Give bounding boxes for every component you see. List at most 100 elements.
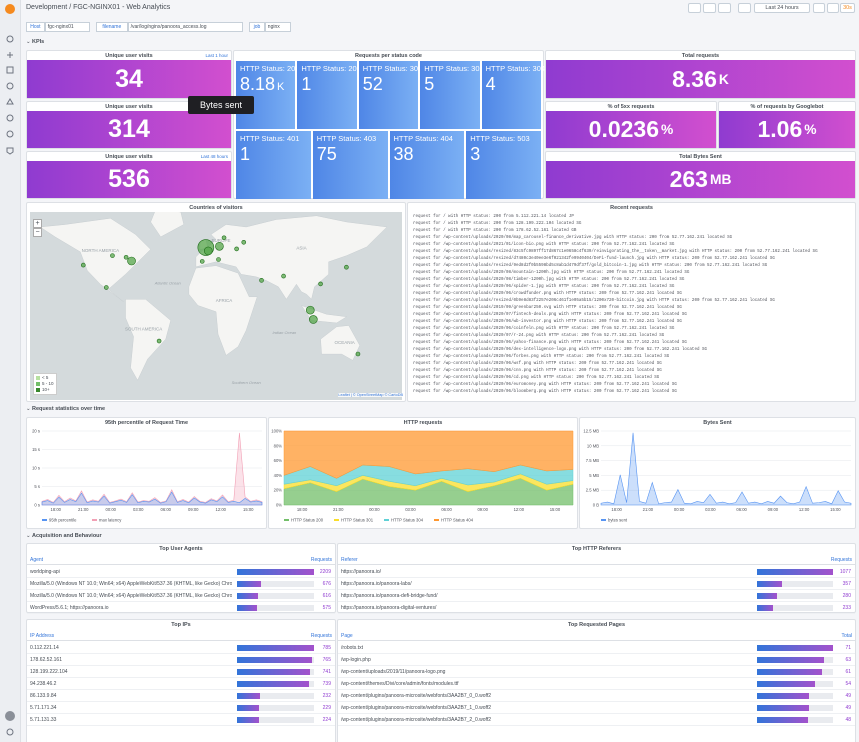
status-value-row: 52	[363, 74, 383, 95]
section-title[interactable]: KPIs	[32, 39, 45, 45]
time-series-chart: 0 B 2.5 MB 5 MB 7.5 MB 10 MB 12.5 MB 18:00 21:0…	[583, 429, 852, 523]
create-icon[interactable]	[7, 52, 13, 58]
log-line: request for /wp-content/uploads/resized/…	[413, 299, 775, 303]
y-tick-label: 7.5 MB	[586, 458, 599, 463]
section-title[interactable]: Request statistics over time	[32, 406, 106, 412]
table-cell: 94.238.46.2	[30, 681, 57, 687]
explore-icon[interactable]	[6, 82, 14, 90]
landmass	[39, 217, 152, 302]
stat-unit: %	[804, 122, 817, 137]
dashboards-icon[interactable]	[6, 66, 14, 74]
server-admin-icon[interactable]	[6, 130, 14, 138]
landmass	[150, 212, 185, 238]
y-tick-label: 100%	[271, 429, 282, 434]
variable-value[interactable]: nginx	[264, 22, 291, 32]
status-value-row: 3	[470, 144, 480, 165]
legend-swatch	[92, 519, 97, 521]
map-label: SOUTH AMERICA	[125, 326, 162, 331]
status-label: HTTP Status: 206	[301, 64, 361, 73]
log-line: request for / with HTTP status: 200 from…	[413, 229, 577, 233]
x-tick-label: 00:00	[369, 507, 380, 512]
status-tile: HTTP Status: 206 1	[297, 61, 361, 129]
value-bar	[237, 657, 313, 663]
save-button[interactable]	[703, 3, 716, 13]
y-tick-label: 5 MB	[589, 473, 599, 478]
y-tick-label: 0 s	[34, 503, 40, 508]
value-bar	[237, 569, 314, 575]
logo[interactable]	[5, 4, 15, 14]
table-value: 575	[322, 605, 331, 611]
column-header: Requests	[830, 557, 852, 563]
table-value: 676	[322, 581, 331, 587]
time-range-picker[interactable]: Last 24 hours	[754, 3, 810, 13]
value-bar	[757, 569, 833, 575]
shield-icon[interactable]	[6, 147, 14, 155]
stat-panel: % of requests by Googlebot 1.06%	[718, 101, 856, 149]
help-icon[interactable]	[6, 728, 14, 736]
row-rule	[27, 665, 335, 666]
stat-body: 314	[27, 111, 231, 148]
search-icon[interactable]	[6, 35, 14, 43]
value-bar	[757, 581, 783, 587]
column-header: Total	[841, 633, 852, 639]
panel-title: Top User Agents	[159, 546, 203, 552]
log-line: request for /wp-content/uploads/2020/06/…	[413, 355, 670, 359]
header-rule	[338, 640, 855, 641]
y-tick-label: 40%	[274, 473, 283, 478]
table-panel: Top User Agents Agent Requests worldping-ap…	[26, 543, 336, 614]
config-icon[interactable]	[6, 114, 14, 122]
visitor-marker	[110, 253, 115, 258]
unique-visits-panel: Unique user visits Last 1 hour 34	[26, 50, 232, 99]
map-label: AFRICA	[216, 298, 233, 303]
refresh-button[interactable]	[827, 3, 839, 13]
x-tick-label: 06:00	[161, 507, 172, 512]
variable-value[interactable]: /var/log/nginx/panoora_access.log	[127, 22, 244, 32]
tv-button[interactable]	[738, 3, 751, 13]
log-line: request for /wp-content/uploads/2020/07/…	[413, 334, 665, 338]
legend-label: HTTP Status 301	[341, 518, 374, 523]
value-bar	[237, 705, 260, 711]
x-tick-label: 06:00	[441, 507, 452, 512]
y-tick-label: 2.5 MB	[586, 488, 599, 493]
row-rule	[338, 725, 855, 726]
legend-label: HTTP Status 200	[291, 518, 324, 523]
x-tick-label: 00:00	[106, 507, 117, 512]
avatar[interactable]	[5, 711, 15, 721]
bar-track	[757, 605, 833, 611]
row-rule	[27, 601, 335, 602]
x-tick-label: 09:00	[477, 507, 488, 512]
zoom-out-button[interactable]	[813, 3, 825, 13]
status-value-row: 5	[424, 74, 434, 95]
legend-swatch	[284, 519, 289, 521]
table-value: 61	[845, 669, 851, 675]
log-line: request for /wp-content/uploads/2020/06/…	[413, 376, 660, 380]
y-tick-label: 60%	[274, 458, 283, 463]
section-title[interactable]: Acquisition and Behaviour	[32, 533, 102, 539]
table-value: 280	[842, 593, 851, 599]
row-rule	[27, 713, 335, 714]
x-tick-label: 12:00	[216, 507, 227, 512]
recent-requests-panel: Recent requests request for / with HTTP s…	[407, 202, 856, 402]
variable-value[interactable]: fgc-nginx01	[44, 22, 90, 32]
stat-body: 263 MB	[546, 161, 855, 198]
legend-swatch	[36, 382, 40, 386]
zoom-in[interactable]: +	[33, 219, 42, 228]
alerting-icon[interactable]	[6, 98, 14, 105]
breadcrumb[interactable]: Development / FGC-NGINX01 - Web Analytic…	[26, 4, 171, 11]
value-bar	[237, 717, 259, 723]
zoom-out[interactable]: −	[33, 228, 42, 237]
column-header: Page	[341, 633, 353, 639]
table-cell: 178.62.52.161	[30, 657, 62, 663]
value-bar	[757, 705, 810, 711]
sidebar-icons	[5, 4, 15, 736]
value-bar	[757, 657, 825, 663]
refresh-interval[interactable]: 30s	[840, 3, 855, 13]
value-bar	[757, 669, 823, 675]
panel-title: Unique user visits	[105, 154, 153, 160]
table-value: 741	[322, 669, 331, 675]
variable-label: job	[249, 22, 265, 32]
settings-button[interactable]	[718, 3, 731, 13]
y-tick-label: 12.5 MB	[583, 429, 599, 434]
add-panel-button[interactable]	[688, 3, 701, 13]
log-line: request for / with HTTP status: 200 from…	[413, 222, 582, 226]
